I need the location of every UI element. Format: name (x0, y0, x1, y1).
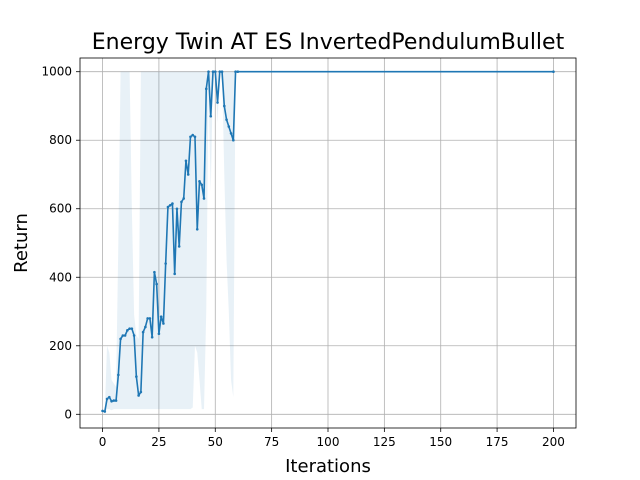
data-point (168, 204, 172, 207)
data-point (137, 394, 140, 397)
data-point (166, 205, 170, 209)
data-point (182, 197, 186, 200)
x-axis-label: Iterations (285, 456, 371, 477)
x-tick-label: 75 (264, 435, 279, 449)
data-point (229, 132, 233, 135)
y-tick-label: 200 (49, 339, 72, 353)
x-tick-label: 125 (373, 435, 396, 449)
data-point (207, 70, 210, 73)
data-point (186, 173, 190, 176)
data-point (220, 70, 224, 73)
data-point (157, 332, 161, 336)
data-point (222, 104, 226, 108)
data-point (218, 70, 222, 73)
data-point (130, 327, 134, 330)
data-point (153, 270, 156, 274)
x-tick-label: 150 (429, 435, 452, 449)
data-point (123, 334, 127, 337)
data-point (159, 315, 163, 318)
x-tick-label: 50 (208, 435, 223, 449)
data-point (117, 373, 120, 377)
data-point (141, 330, 145, 334)
data-point (105, 397, 109, 401)
x-tick-label: 200 (542, 435, 565, 449)
data-point (139, 390, 143, 394)
x-tick-label: 100 (317, 435, 340, 449)
data-point (232, 138, 235, 142)
data-point (225, 118, 228, 121)
data-point (101, 409, 104, 413)
data-point (213, 70, 217, 73)
y-tick-label: 1000 (41, 65, 72, 79)
data-point (144, 325, 147, 329)
data-point (234, 70, 237, 73)
data-point (211, 70, 215, 73)
data-point (162, 322, 165, 325)
data-point (103, 410, 107, 413)
data-point (155, 282, 158, 286)
series-line-group (101, 70, 555, 413)
data-point (171, 202, 174, 205)
data-point (128, 327, 131, 330)
data-point (146, 317, 149, 320)
data-point (189, 135, 192, 139)
y-tick-label: 0 (64, 407, 72, 421)
x-tick-label: 175 (486, 435, 509, 449)
data-point (236, 70, 240, 73)
plot-frame (79, 57, 577, 429)
data-point (164, 262, 167, 265)
data-point (110, 399, 113, 403)
ticks: 0 25 50 75 100 125 150 175 200 0 200 400 600 800 1000 (41, 65, 564, 449)
confidence-band (102, 71, 554, 412)
data-point (195, 228, 199, 231)
data-point (552, 70, 555, 73)
data-point (119, 337, 122, 341)
data-point (135, 375, 138, 378)
data-point (227, 125, 231, 128)
data-point (204, 87, 208, 91)
data-point (108, 395, 111, 399)
data-point (193, 135, 197, 139)
data-point (184, 159, 188, 163)
x-tick-label: 25 (151, 435, 166, 449)
confidence-band-area (102, 71, 554, 412)
data-point (126, 329, 129, 332)
data-point (112, 399, 116, 402)
data-point (148, 317, 152, 320)
data-point (132, 334, 136, 337)
data-point (209, 114, 213, 118)
data-point (202, 197, 206, 200)
data-point (177, 245, 181, 248)
x-tick-label: 0 (99, 435, 107, 449)
y-axis-label: Return (11, 213, 32, 273)
data-point (173, 272, 176, 276)
data-point (175, 207, 179, 211)
data-point (180, 200, 183, 204)
data-point (216, 101, 219, 104)
data-point (121, 334, 125, 337)
y-tick-label: 600 (49, 202, 72, 216)
y-tick-label: 400 (49, 270, 72, 284)
chart-title: Energy Twin AT ES InvertedPendulumBullet (92, 30, 565, 55)
data-point (191, 133, 195, 137)
data-point (198, 180, 201, 183)
data-point (114, 399, 118, 402)
data-point (150, 335, 154, 339)
data-point (200, 183, 204, 187)
y-tick-label: 800 (49, 133, 72, 147)
